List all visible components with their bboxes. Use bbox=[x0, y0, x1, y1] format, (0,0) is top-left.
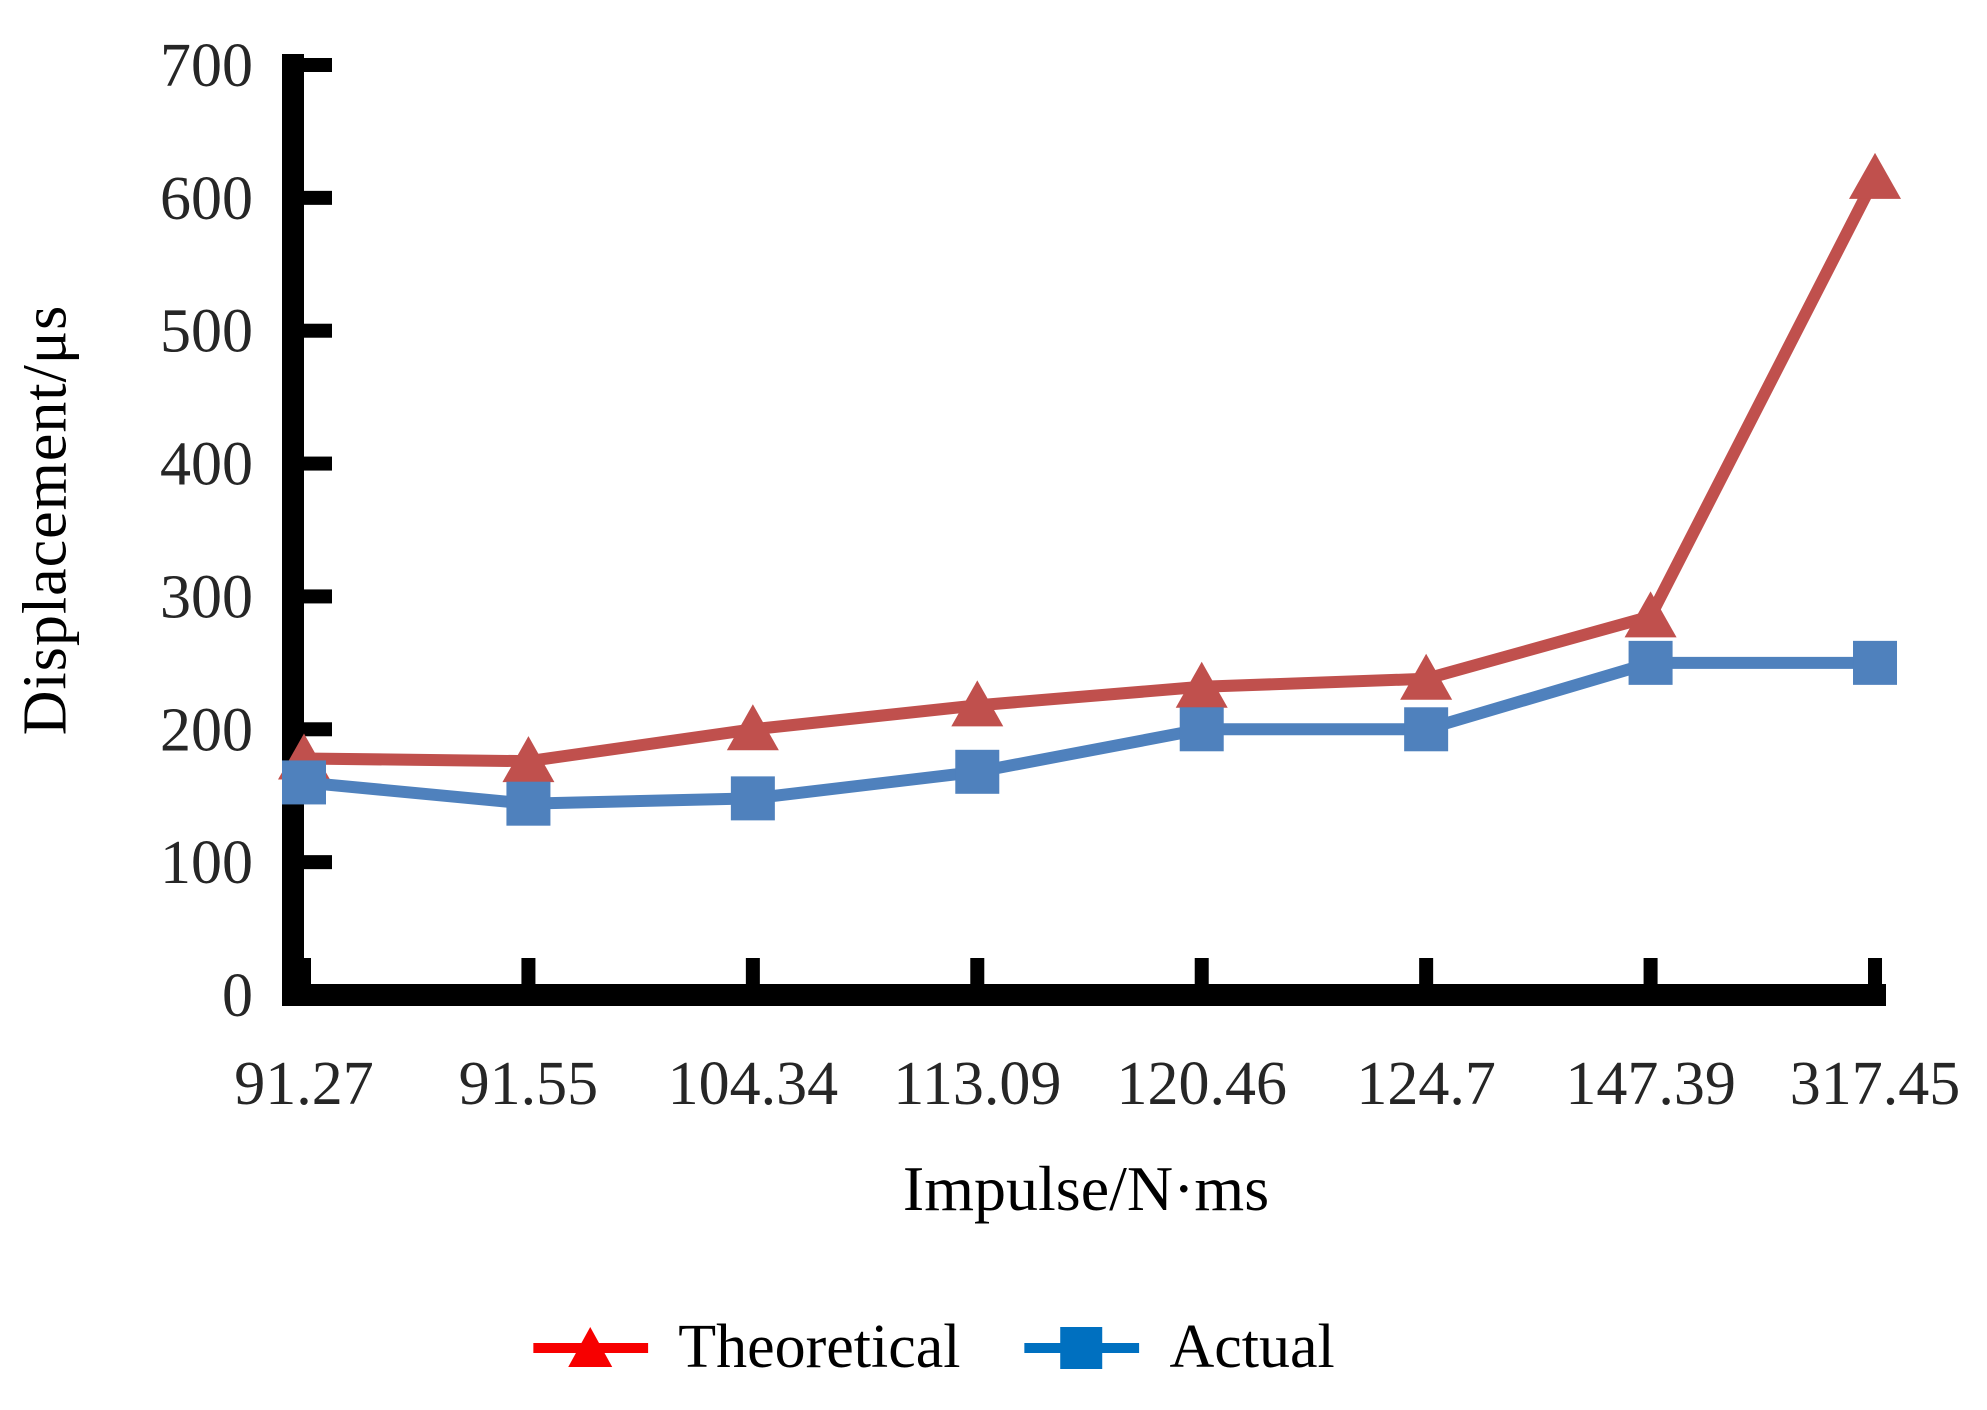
y-tick-label: 300 bbox=[160, 563, 253, 631]
x-tick-label: 317.45 bbox=[1790, 1050, 1961, 1118]
series-line bbox=[303, 656, 1876, 810]
y-axis-title: Displacement/μs bbox=[11, 304, 80, 736]
x-tick-label: 120.46 bbox=[1116, 1050, 1287, 1118]
legend-triangle-marker-icon bbox=[533, 1326, 649, 1367]
data-point-marker bbox=[1849, 152, 1902, 199]
series-actual bbox=[282, 640, 1898, 826]
data-point-marker bbox=[1628, 640, 1673, 685]
data-point-marker bbox=[502, 736, 555, 783]
y-tick-label: 0 bbox=[222, 962, 253, 1030]
data-point-marker bbox=[1400, 653, 1453, 700]
legend-label: Actual bbox=[1169, 1313, 1335, 1381]
x-axis-line bbox=[282, 984, 1886, 1006]
data-point-marker bbox=[951, 680, 1004, 727]
legend-item-actual: Actual bbox=[1024, 1312, 1335, 1383]
y-tick-label: 200 bbox=[160, 696, 253, 764]
data-point-marker bbox=[955, 749, 1000, 794]
legend-square-marker-icon bbox=[1024, 1326, 1140, 1369]
data-point-marker bbox=[1404, 707, 1449, 752]
data-point-marker bbox=[1624, 591, 1677, 638]
y-tick-label: 700 bbox=[160, 32, 253, 100]
x-tick-label: 91.27 bbox=[234, 1050, 374, 1118]
y-tick-label: 100 bbox=[160, 829, 253, 897]
legend-label: Theoretical bbox=[678, 1313, 961, 1381]
x-tick-label: 124.7 bbox=[1356, 1050, 1496, 1118]
data-point-marker bbox=[730, 776, 775, 821]
legend-item-theoretical: Theoretical bbox=[533, 1312, 961, 1383]
y-tick-label: 500 bbox=[160, 298, 253, 366]
x-tick-label: 104.34 bbox=[668, 1050, 839, 1118]
x-tick-label: 91.55 bbox=[459, 1050, 599, 1118]
x-tick-label: 113.09 bbox=[893, 1050, 1061, 1118]
y-axis-line bbox=[282, 54, 304, 1006]
data-point-marker bbox=[1853, 640, 1898, 685]
y-tick-label: 600 bbox=[160, 165, 253, 233]
axes bbox=[282, 54, 1886, 1006]
series-theoretical bbox=[278, 152, 1902, 783]
data-point-marker bbox=[726, 704, 779, 751]
x-tick-label: 147.39 bbox=[1565, 1050, 1736, 1118]
x-axis-title: Impulse/N·ms bbox=[902, 1153, 1270, 1224]
data-point-marker bbox=[282, 760, 326, 805]
data-point-marker bbox=[506, 781, 551, 826]
tick-labels: 0 100 200 300 400 500 600 700 91.27 91.55 104.34 11… bbox=[160, 32, 1960, 1118]
series-line bbox=[303, 175, 1881, 768]
data-point-marker bbox=[1175, 661, 1228, 708]
y-tick-label: 400 bbox=[160, 431, 253, 499]
legend: Theoretical Actual bbox=[533, 1312, 1335, 1383]
data-point-marker bbox=[1179, 707, 1224, 752]
